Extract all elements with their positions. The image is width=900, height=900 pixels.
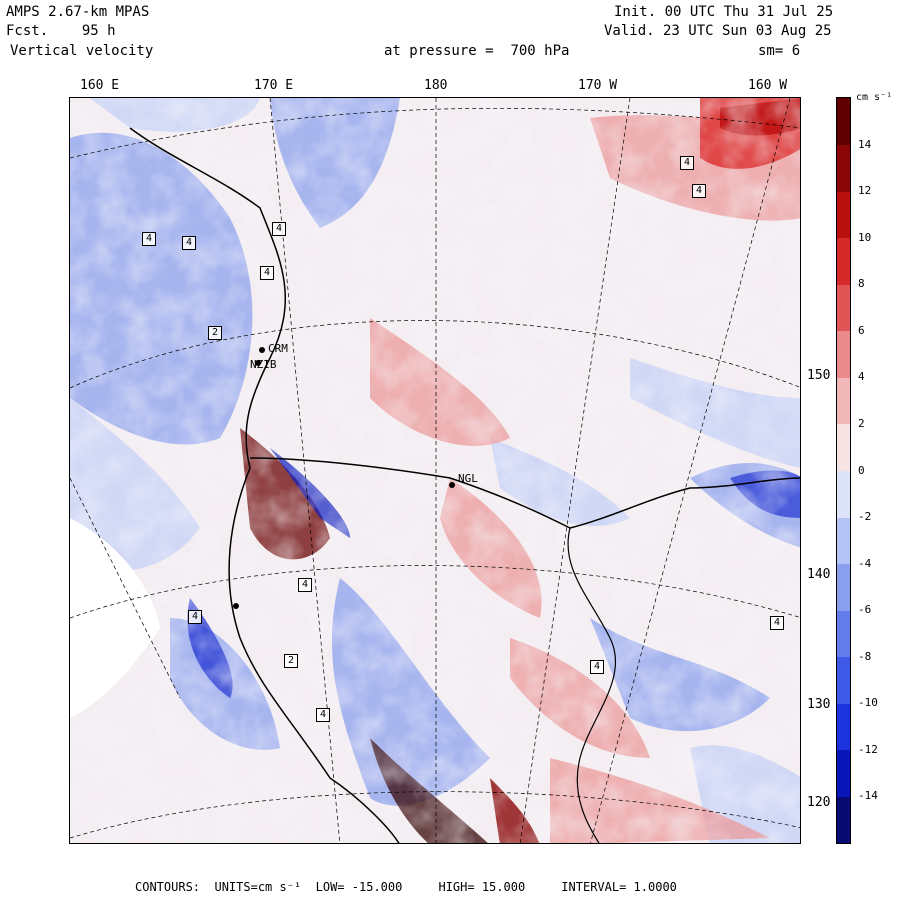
contour-label: 2 <box>208 326 223 340</box>
forecast-label: Fcst. 95 h <box>6 23 116 40</box>
colorbar-segment <box>837 517 850 565</box>
colorbar-tick-label: -10 <box>858 696 878 710</box>
contour-label: 4 <box>680 156 695 170</box>
pressure-label: at pressure = <box>384 43 494 59</box>
pressure-value: 700 hPa <box>510 43 570 59</box>
contour-label: 4 <box>692 184 707 198</box>
colorbar-segment <box>837 98 850 145</box>
colorbar-segment <box>837 237 850 285</box>
lon-label-180: 180 <box>424 78 448 93</box>
station-label-ngl: NGL <box>458 472 478 485</box>
colorbar-tick-label: 14 <box>858 137 872 151</box>
coastline-west <box>129 127 400 843</box>
no-data-region <box>70 518 160 718</box>
init-time: Init. 00 UTC Thu 31 Jul 25 <box>614 4 834 20</box>
ice-shelf-edge <box>249 457 800 529</box>
fcst-label: Fcst. <box>6 23 49 39</box>
colorbar-tick-label: 6 <box>858 323 865 337</box>
pressure-level: at pressure = 700 hPa <box>384 43 569 60</box>
colorbar-tick-label: 12 <box>858 184 872 198</box>
colorbar-segment <box>837 330 850 378</box>
colorbar-tick-label: 10 <box>858 230 872 244</box>
colorbar-tick-label: 8 <box>858 277 865 291</box>
colorbar <box>836 97 851 844</box>
contour-label: 4 <box>298 578 313 592</box>
lon-label-170w: 170 W <box>578 78 618 93</box>
colorbar-segment <box>837 284 850 332</box>
field-name: Vertical velocity <box>10 43 154 59</box>
map-panel: 4 4 4 4 4 4 2 4 4 4 2 4 4 CRM NZIB NGL <box>69 97 801 844</box>
high-value: HIGH= 15.000 <box>438 880 526 894</box>
interval-value: INTERVAL= 1.0000 <box>561 880 677 894</box>
low-value: LOW= -15.000 <box>315 880 403 894</box>
fcst-value: 95 h <box>81 23 116 39</box>
colorbar-segment <box>837 423 850 471</box>
contour-label: 4 <box>316 708 331 722</box>
colorbar-segment <box>837 470 850 518</box>
contour-label: 4 <box>188 610 203 624</box>
colorbar-tick-label: -2 <box>858 510 872 524</box>
colorbar-tick-label: 4 <box>858 370 865 384</box>
contour-label: 4 <box>182 236 197 250</box>
vertical-velocity-map <box>70 98 800 843</box>
contour-label: 4 <box>770 616 785 630</box>
lon-label-170e: 170 E <box>254 78 294 93</box>
contour-info: CONTOURS: UNITS=cm s⁻¹ LOW= -15.000 HIGH… <box>135 880 677 894</box>
station-label-crm: CRM <box>268 342 288 355</box>
contours-label: CONTOURS: <box>135 880 201 894</box>
colorbar-segment <box>837 656 850 704</box>
smoothing-label: sm= 6 <box>758 43 801 59</box>
lon-label-160e: 160 E <box>80 78 120 93</box>
station-markers <box>233 347 455 609</box>
colorbar-tick-label: 2 <box>858 416 865 430</box>
colorbar-tick-label: -14 <box>858 789 878 803</box>
contour-label: 4 <box>260 266 275 280</box>
texture-overlay <box>70 98 800 843</box>
contour-label: 4 <box>142 232 157 246</box>
colorbar-tick-label: -6 <box>858 603 872 617</box>
colorbar-segment <box>837 610 850 658</box>
station-label-nzib: NZIB <box>250 358 277 371</box>
colorbar-tick-label: -4 <box>858 556 872 570</box>
colorbar-tick-label: -8 <box>858 649 872 663</box>
colorbar-segment <box>837 703 850 751</box>
model-title: AMPS 2.67-km MPAS <box>6 4 150 20</box>
colorbar-unit: cm s⁻¹ <box>856 92 893 103</box>
contour-label: 2 <box>284 654 299 668</box>
colorbar-segment <box>837 144 850 192</box>
colorbar-segment <box>837 191 850 239</box>
colorbar-segment <box>837 749 850 797</box>
contour-label: 4 <box>590 660 605 674</box>
contour-label: 4 <box>272 222 287 236</box>
lon-label-160w: 160 W <box>748 78 788 93</box>
colorbar-segment <box>837 563 850 611</box>
colorbar-segment <box>837 377 850 425</box>
colorbar-segment <box>837 796 850 844</box>
colorbar-tick-label: 0 <box>858 463 865 477</box>
units-label: UNITS=cm s⁻¹ <box>214 880 302 894</box>
grounding-line <box>567 527 617 843</box>
colorbar-tick-label: -12 <box>858 742 878 756</box>
valid-time: Valid. 23 UTC Sun 03 Aug 25 <box>604 23 832 39</box>
